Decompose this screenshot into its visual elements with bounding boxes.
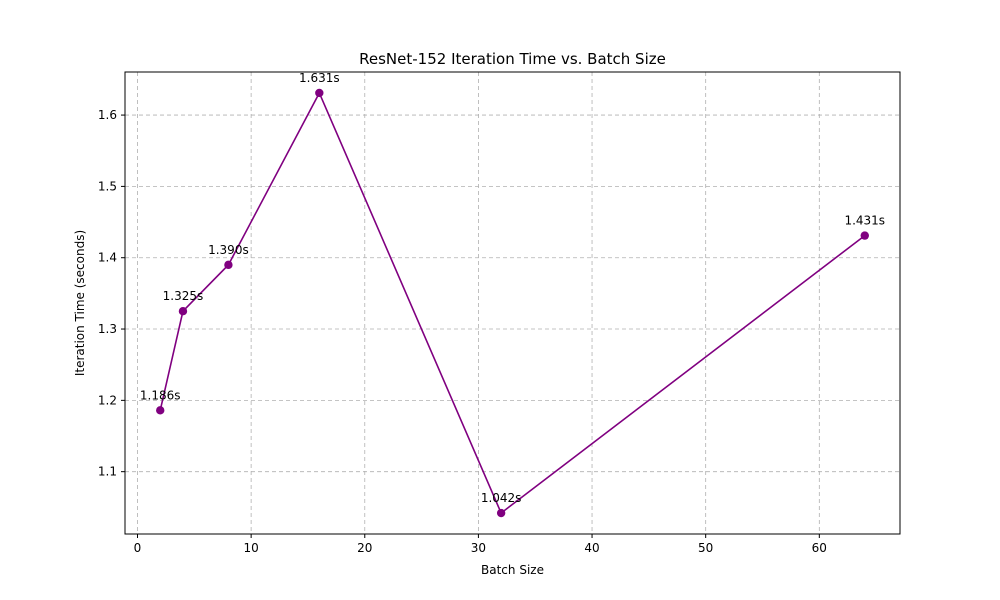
data-label: 1.325s <box>163 289 204 303</box>
y-tick-label: 1.6 <box>98 108 117 122</box>
grid <box>125 72 900 534</box>
data-label: 1.390s <box>208 243 249 257</box>
data-point <box>496 508 506 518</box>
x-tick-label: 60 <box>812 541 827 555</box>
series-line <box>159 91 866 515</box>
series <box>156 88 869 518</box>
y-tick-label: 1.5 <box>98 179 117 193</box>
x-axis-label: Batch Size <box>481 563 544 577</box>
axis-ticks: 0 10 20 30 40 50 60 1.1 1.2 1.3 1.4 1.5 1.6 <box>98 108 827 555</box>
plot-area <box>124 71 901 535</box>
y-axis-label: Iteration Time (seconds) <box>73 230 87 376</box>
data-label: 1.431s <box>844 214 885 228</box>
chart-title: ResNet-152 Iteration Time vs. Batch Size <box>359 50 666 68</box>
x-tick-label: 50 <box>698 541 713 555</box>
y-tick-label: 1.1 <box>98 465 117 479</box>
x-tick-label: 20 <box>357 541 372 555</box>
data-label: 1.186s <box>140 388 181 402</box>
y-tick-label: 1.3 <box>98 322 117 336</box>
data-label: 1.631s <box>299 71 340 85</box>
y-tick-label: 1.2 <box>98 393 117 407</box>
data-point <box>178 307 188 316</box>
x-tick-label: 10 <box>243 541 258 555</box>
data-point <box>224 260 233 270</box>
x-tick-label: 0 <box>134 541 142 555</box>
data-point <box>156 406 165 415</box>
y-tick-label: 1.4 <box>98 251 117 265</box>
data-point <box>315 88 324 98</box>
x-tick-label: 30 <box>471 541 486 555</box>
data-label: 1.042s <box>481 491 522 505</box>
data-point <box>860 231 869 240</box>
data-labels: 1.186s 1.325s 1.390s 1.631s 1.042s 1.431s <box>140 71 885 505</box>
x-tick-label: 40 <box>584 541 599 555</box>
